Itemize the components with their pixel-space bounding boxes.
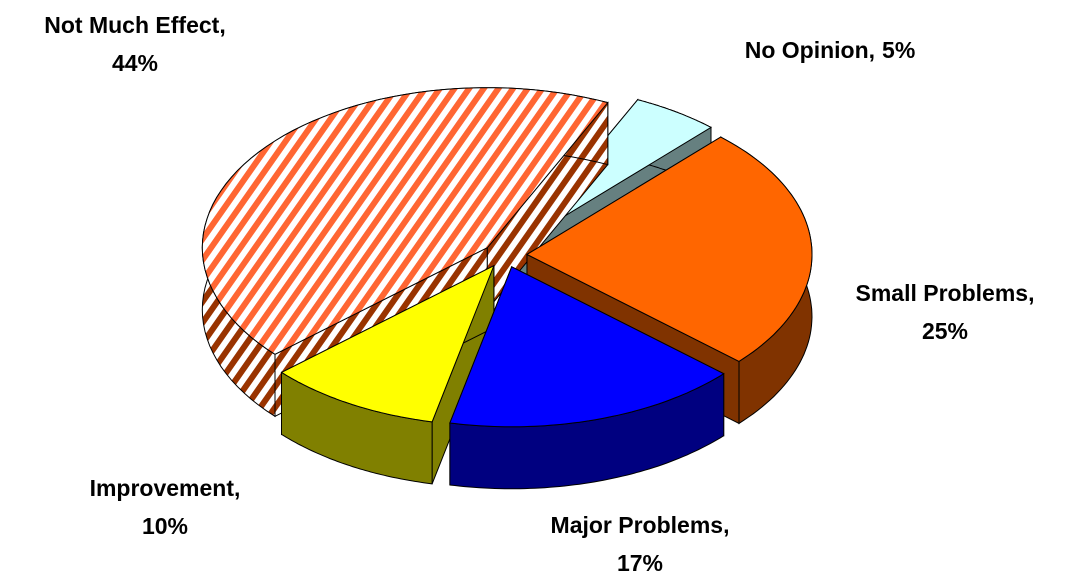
slice-top xyxy=(280,264,495,423)
slice xyxy=(280,264,495,485)
slice-top xyxy=(201,87,609,355)
slice-top xyxy=(525,136,813,362)
slice-top xyxy=(449,266,725,428)
value-label: 44% xyxy=(112,50,158,76)
data-label: No Opinion, 5% xyxy=(745,37,916,63)
slice xyxy=(525,136,813,425)
value-label: 5% xyxy=(882,37,915,63)
category-label: Improvement, xyxy=(90,475,241,501)
slice xyxy=(449,265,725,490)
value-label: 10% xyxy=(142,513,188,539)
category-label: No Opinion, xyxy=(745,37,875,63)
category-label: Small Problems, xyxy=(856,280,1035,306)
value-label: 25% xyxy=(922,318,968,344)
value-label: 17% xyxy=(617,550,663,576)
category-label: Major Problems, xyxy=(551,512,730,538)
category-label: Not Much Effect, xyxy=(44,12,225,38)
